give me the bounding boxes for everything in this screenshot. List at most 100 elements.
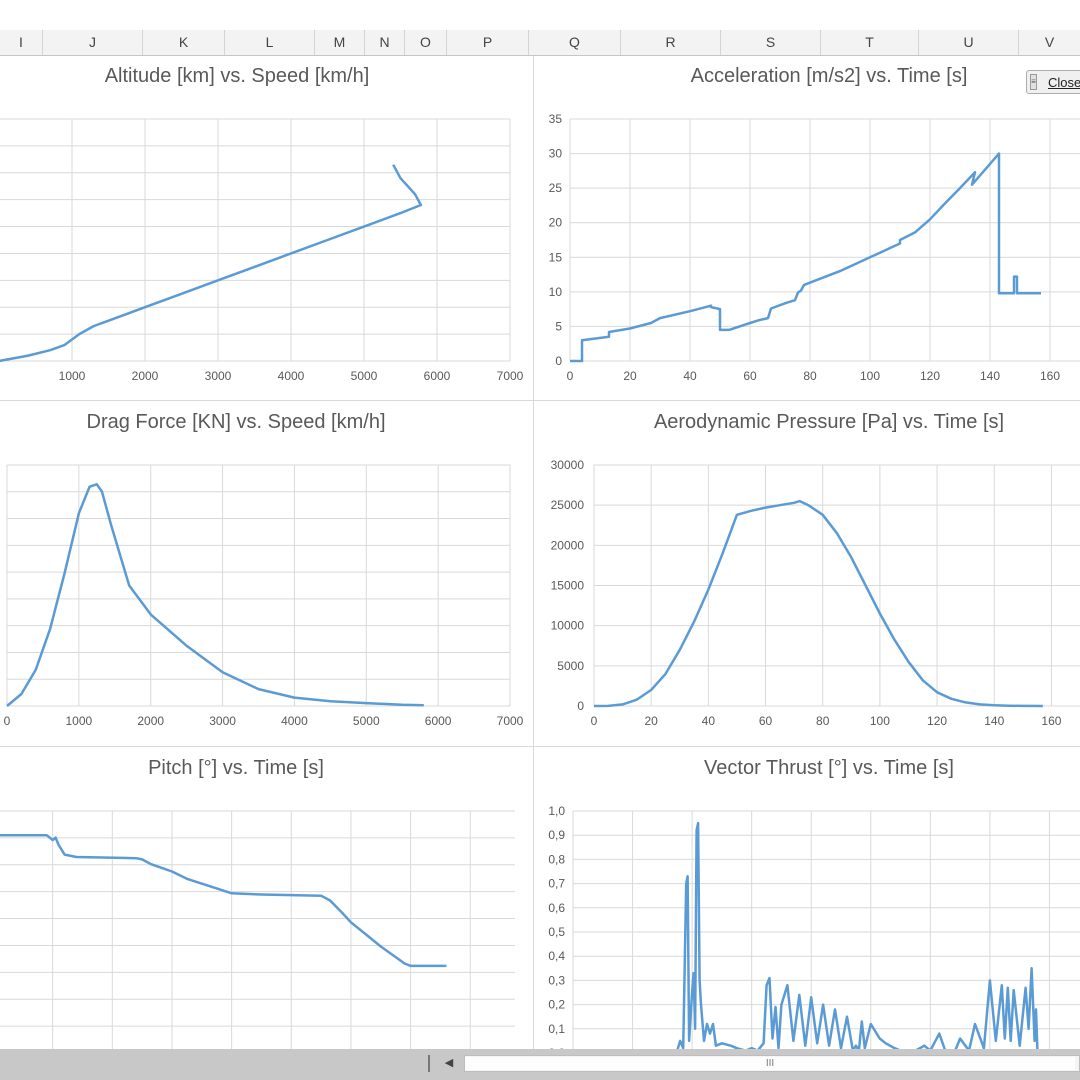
chart-drag-force-vs-speed[interactable]: Drag Force [KN] vs. Speed [km/h] 0 1000 200…: [4, 411, 524, 728]
x-tick-label: 0: [4, 714, 11, 728]
y-tick-label: 0,6: [548, 901, 565, 915]
x-tick-label: 3000: [205, 369, 232, 383]
series-line[interactable]: [6, 483, 424, 707]
y-tick-label: 1,0: [548, 804, 565, 818]
x-tick-label: 60: [743, 369, 757, 383]
x-tick-label: 80: [803, 369, 817, 383]
x-tick-label: 140: [980, 369, 1000, 383]
x-tick-label: 0: [591, 714, 598, 728]
x-tick-label: 40: [702, 714, 716, 728]
close-button-label: Close: [1048, 75, 1080, 90]
x-tick-label: 140: [984, 714, 1004, 728]
worksheet-area[interactable]: Altitude [km] vs. Speed [km/h] 1000 2000 30…: [0, 56, 1080, 1049]
series-line[interactable]: [593, 499, 1043, 708]
x-tick-label: 80: [816, 714, 830, 728]
series-line[interactable]: [570, 152, 1041, 363]
x-tick-label: 1000: [66, 714, 93, 728]
chart-border: [0, 746, 1080, 747]
chart-acceleration-vs-time[interactable]: Acceleration [m/s2] vs. Time [s] 0 20 40 60 8…: [549, 65, 1080, 383]
chart-title: Acceleration [m/s2] vs. Time [s]: [691, 65, 968, 87]
chart-title: Aerodynamic Pressure [Pa] vs. Time [s]: [654, 411, 1004, 433]
chart-vector-thrust-vs-time[interactable]: Vector Thrust [°] vs. Time [s] 0,0 0,1 0,2 0…: [548, 757, 1080, 1049]
x-tick-label: 7000: [497, 714, 524, 728]
x-tick-label: 40: [683, 369, 697, 383]
x-tick-label: 120: [920, 369, 940, 383]
x-tick-label: 4000: [281, 714, 308, 728]
y-tick-label: 25000: [551, 498, 585, 512]
y-tick-label: 0: [555, 354, 562, 368]
y-tick-label: 5000: [557, 659, 584, 673]
column-header[interactable]: V: [1044, 34, 1055, 50]
scrollbar-thumb[interactable]: III: [465, 1057, 1075, 1070]
column-header[interactable]: I: [0, 30, 43, 55]
column-header[interactable]: K: [143, 30, 225, 55]
y-tick-label: 0,0: [548, 1046, 565, 1049]
y-tick-label: 0,1: [548, 1022, 565, 1036]
x-tick-label: 5000: [353, 714, 380, 728]
column-header[interactable]: S: [721, 30, 821, 55]
horizontal-scrollbar[interactable]: III: [464, 1055, 1080, 1072]
y-tick-label: 30: [549, 147, 563, 161]
x-tick-label: 100: [870, 714, 890, 728]
x-tick-label: 160: [1041, 714, 1061, 728]
y-tick-label: 20000: [551, 538, 585, 552]
y-tick-label: 0,9: [548, 828, 565, 842]
y-tick-label: 0: [577, 699, 584, 713]
x-tick-label: 2000: [137, 714, 164, 728]
y-tick-label: 0,3: [548, 973, 565, 987]
series-line[interactable]: [0, 164, 423, 363]
chart-title: Vector Thrust [°] vs. Time [s]: [704, 757, 954, 779]
column-header[interactable]: M: [315, 30, 365, 55]
y-tick-label: 15: [549, 250, 563, 264]
chart-altitude-vs-speed[interactable]: Altitude [km] vs. Speed [km/h] 1000 2000 30…: [0, 65, 524, 383]
y-tick-label: 10000: [551, 619, 585, 633]
series-line[interactable]: [0, 833, 447, 968]
y-tick-label: 15000: [551, 579, 585, 593]
y-tick-label: 35: [549, 112, 563, 126]
chart-aerodynamic-pressure-vs-time[interactable]: Aerodynamic Pressure [Pa] vs. Time [s] 0 2…: [551, 411, 1080, 728]
y-tick-label: 10: [549, 285, 563, 299]
tab-split-handle[interactable]: [428, 1055, 430, 1072]
chart-pitch-vs-time[interactable]: Pitch [°] vs. Time [s]: [0, 757, 515, 1049]
column-header[interactable]: U: [919, 30, 1019, 55]
x-tick-label: 120: [927, 714, 947, 728]
x-tick-label: 160: [1040, 369, 1060, 383]
x-tick-label: 2000: [132, 369, 159, 383]
formula-bar-area: [0, 0, 1080, 31]
chart-border: [533, 56, 534, 1049]
column-header[interactable]: R: [621, 30, 721, 55]
x-tick-label: 20: [623, 369, 637, 383]
column-header[interactable]: J: [43, 30, 143, 55]
column-header[interactable]: Q: [529, 30, 621, 55]
x-tick-label: 4000: [278, 369, 305, 383]
grip-lines-icon: ≡: [1030, 74, 1037, 90]
y-tick-label: 20: [549, 216, 563, 230]
x-tick-label: 6000: [425, 714, 452, 728]
x-tick-label: 60: [759, 714, 773, 728]
chart-title: Drag Force [KN] vs. Speed [km/h]: [87, 411, 386, 433]
y-tick-label: 0,4: [548, 949, 565, 963]
y-tick-label: 0,8: [548, 852, 565, 866]
column-header[interactable]: P: [447, 30, 529, 55]
x-tick-label: 3000: [209, 714, 236, 728]
x-tick-label: 6000: [424, 369, 451, 383]
y-tick-label: 0,5: [548, 925, 565, 939]
column-header[interactable]: O: [405, 30, 447, 55]
column-header[interactable]: N: [365, 30, 405, 55]
triangle-left-icon[interactable]: ◀: [444, 1057, 454, 1069]
y-tick-label: 5: [555, 319, 562, 333]
column-header[interactable]: L: [225, 30, 315, 55]
series-line[interactable]: [674, 821, 1039, 1049]
chart-title: Pitch [°] vs. Time [s]: [148, 757, 324, 779]
y-tick-label: 0,7: [548, 877, 565, 891]
x-tick-label: 100: [860, 369, 880, 383]
chart-title: Altitude [km] vs. Speed [km/h]: [105, 65, 370, 87]
close-button[interactable]: ≡ Close: [1026, 70, 1080, 94]
x-tick-label: 5000: [351, 369, 378, 383]
column-header-row: I J K L M N O P Q R S T U V: [0, 30, 1080, 56]
x-tick-label: 20: [644, 714, 658, 728]
x-tick-label: 1000: [59, 369, 86, 383]
y-tick-label: 25: [549, 181, 563, 195]
chart-border: [0, 400, 1080, 401]
column-header[interactable]: T: [821, 30, 919, 55]
